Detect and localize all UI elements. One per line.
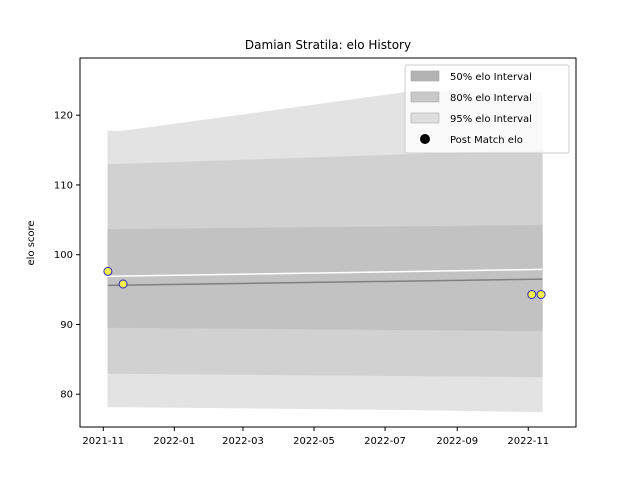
x-tick-label: 2021-11 xyxy=(82,436,124,447)
x-tick-label: 2022-07 xyxy=(364,436,406,447)
legend-label-post-match-elo: Post Match elo xyxy=(450,135,523,146)
plot-frame xyxy=(79,57,577,428)
x-axis: 2021-11 2022-01 2022-03 2022-05 2022-07 2022-… xyxy=(82,427,549,447)
legend-swatch-80-elo-interval xyxy=(410,91,440,103)
plot-area xyxy=(79,57,577,428)
y-tick-label: 120 xyxy=(54,111,73,122)
legend-label-95-elo-interval: 95% elo Interval xyxy=(450,114,532,125)
x-tick-label: 2022-05 xyxy=(293,436,335,447)
legend-box xyxy=(404,64,570,154)
y-tick-label: 80 xyxy=(60,390,73,401)
y-tick-label: 90 xyxy=(60,320,73,331)
elo-line-1 xyxy=(107,278,543,287)
y-axis: 80 90 100 110 120 xyxy=(54,111,80,401)
post-match-points xyxy=(103,266,546,299)
interval-bands xyxy=(107,91,543,413)
legend-swatch-50-elo-interval xyxy=(410,70,440,82)
chart-title: Damian Stratila: elo History xyxy=(245,38,411,52)
x-tick-label: 2022-09 xyxy=(436,436,478,447)
post-match-point xyxy=(527,290,537,299)
elo-line-2 xyxy=(107,268,543,278)
elo-lines xyxy=(107,268,543,287)
post-match-point xyxy=(118,279,128,289)
legend-label-50-elo-interval: 50% elo Interval xyxy=(450,72,532,83)
legend: 50% elo Interval 80% elo Interval 95% elo … xyxy=(404,64,570,154)
post-match-point xyxy=(103,266,113,276)
y-axis-label: elo score xyxy=(26,220,37,265)
post-match-point xyxy=(536,290,546,299)
y-tick-label: 100 xyxy=(54,250,73,261)
legend-swatch-95-elo-interval xyxy=(410,112,440,124)
legend-marker-post-match-elo xyxy=(420,134,430,144)
x-tick-label: 2022-11 xyxy=(507,436,549,447)
band-50-elo-interval xyxy=(107,224,543,332)
x-tick-label: 2022-03 xyxy=(222,436,264,447)
x-tick-label: 2022-01 xyxy=(153,436,195,447)
legend-label-80-elo-interval: 80% elo Interval xyxy=(450,93,532,104)
y-tick-label: 110 xyxy=(54,180,73,191)
